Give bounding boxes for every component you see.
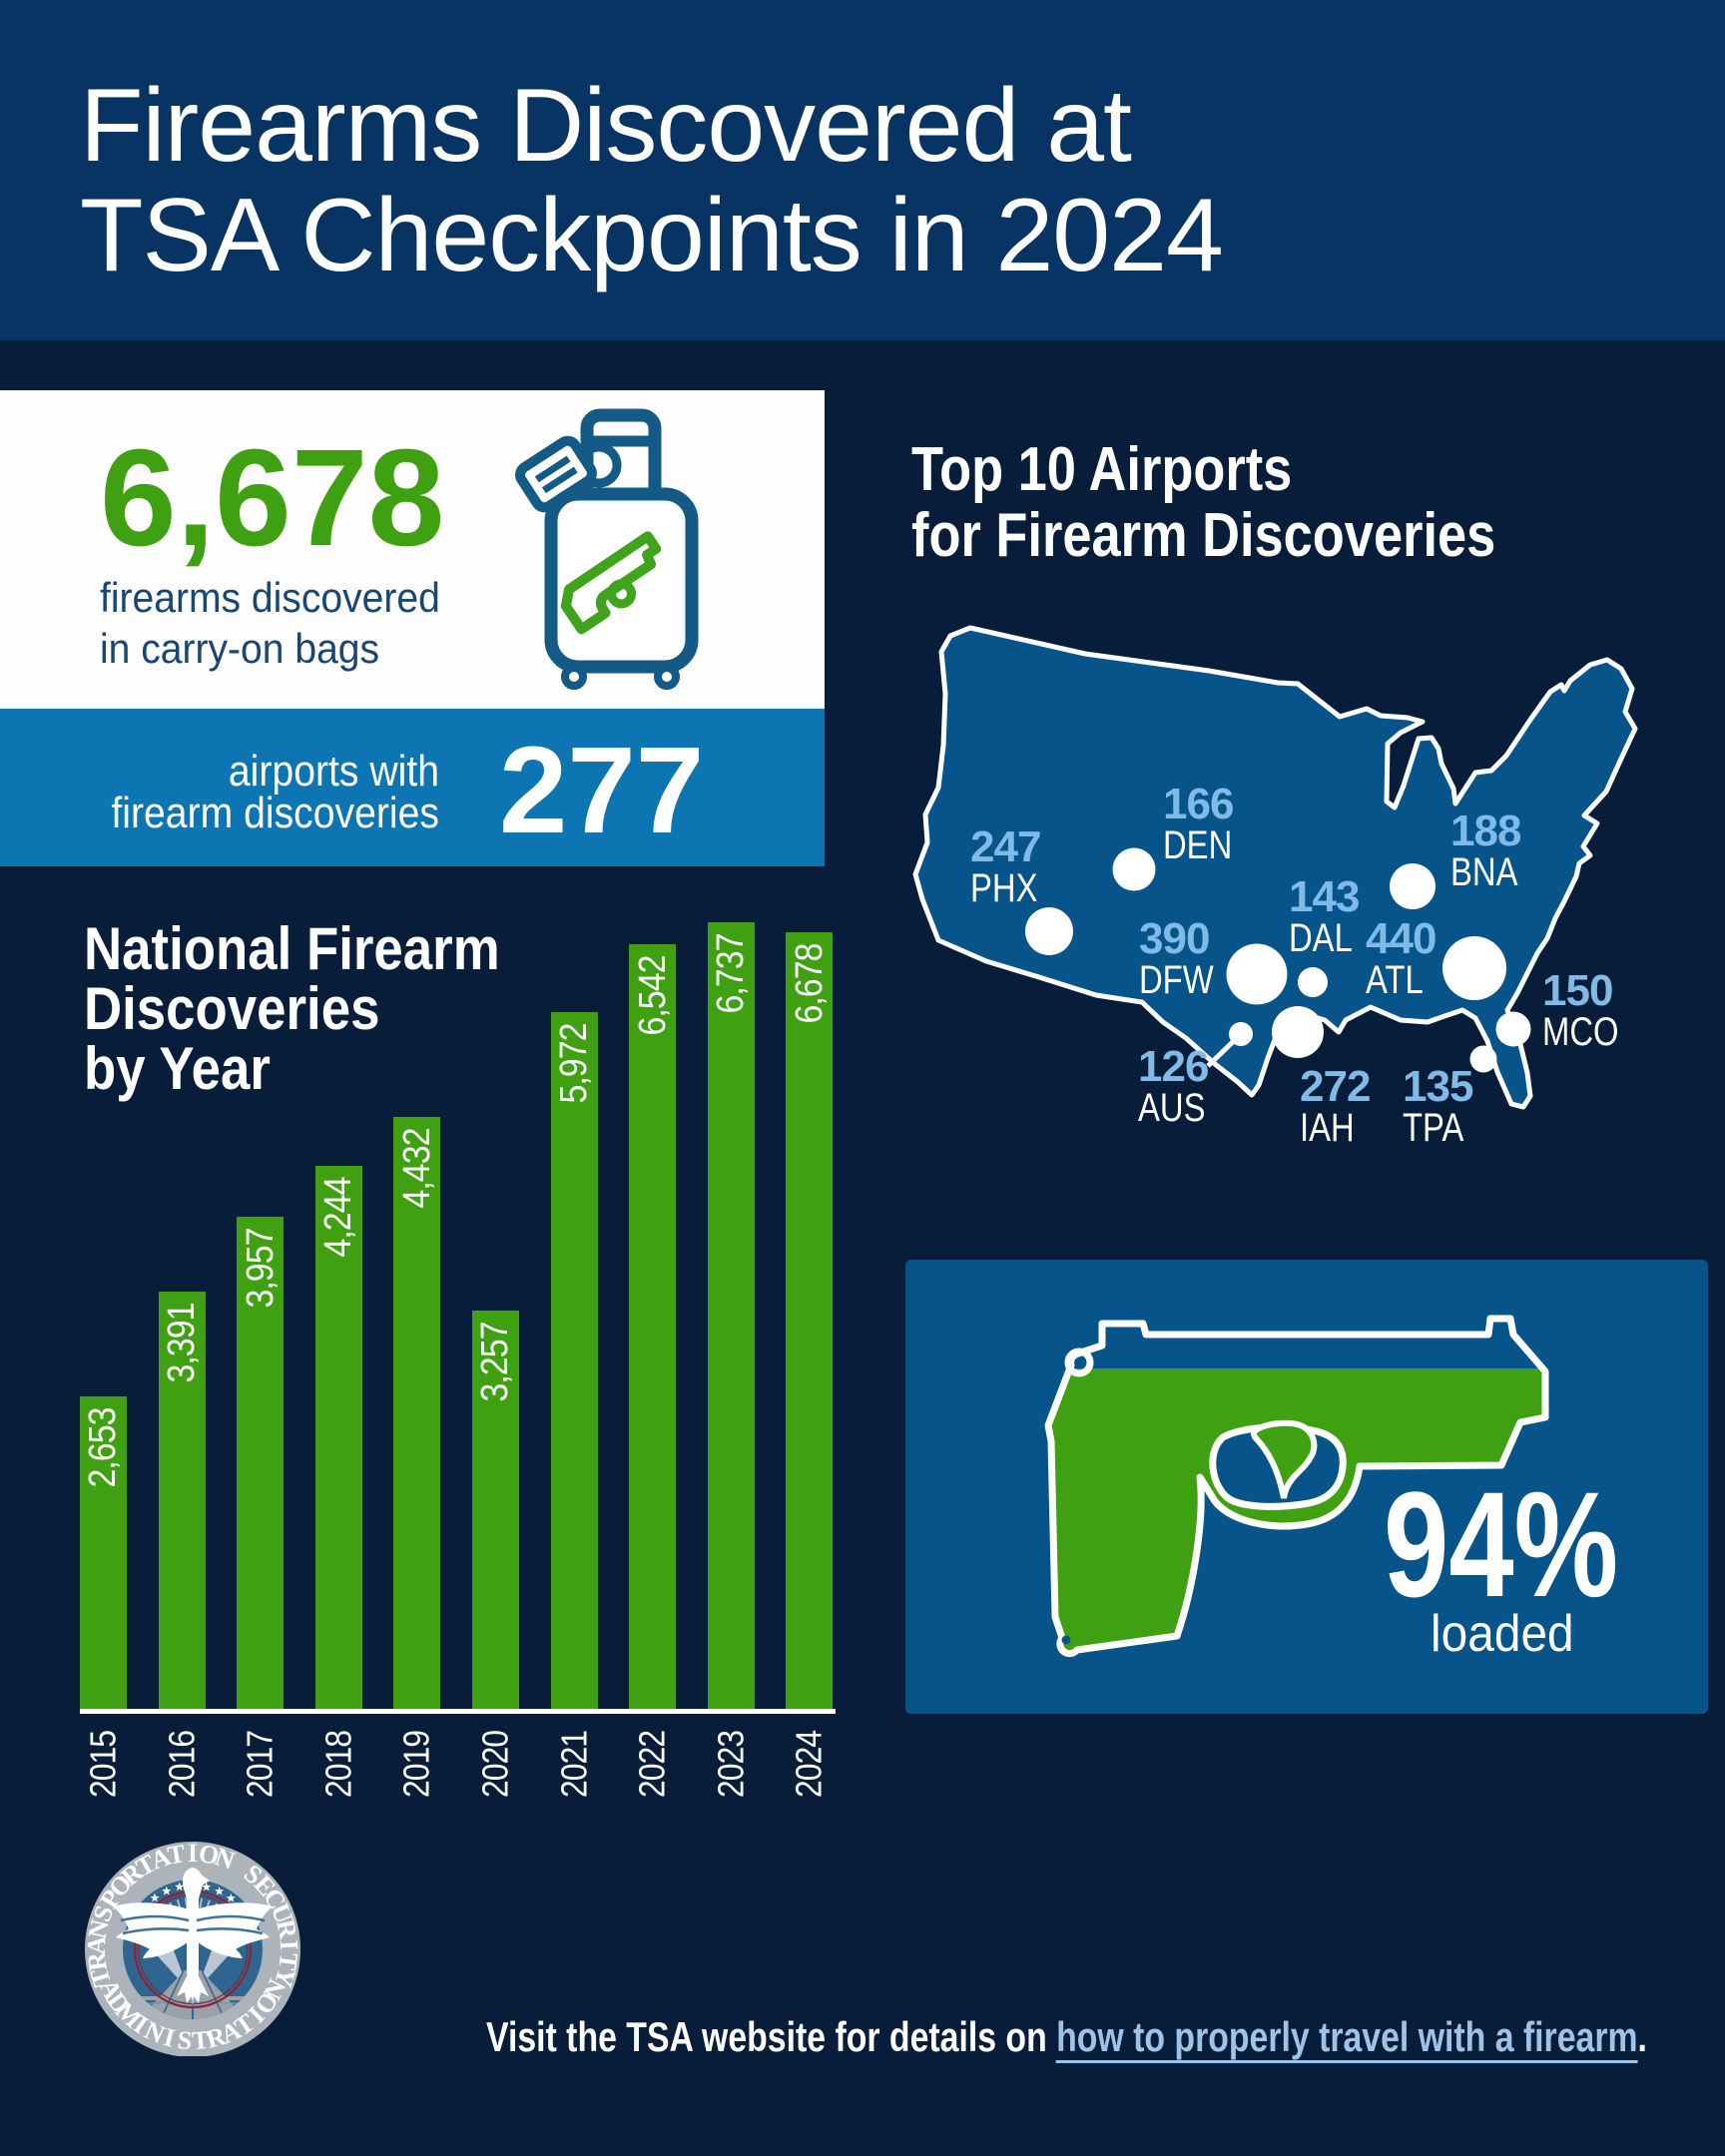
svg-text:O: O [197, 1841, 222, 1871]
svg-text:I: I [275, 1939, 300, 1950]
svg-text:R: R [85, 1950, 113, 1973]
svg-text:S: S [177, 2025, 194, 2055]
svg-text:T: T [166, 1841, 188, 1871]
svg-text:T: T [191, 2025, 211, 2055]
svg-text:T: T [273, 1951, 300, 1972]
svg-text:A: A [85, 1935, 112, 1955]
svg-text:I: I [188, 1841, 198, 1868]
